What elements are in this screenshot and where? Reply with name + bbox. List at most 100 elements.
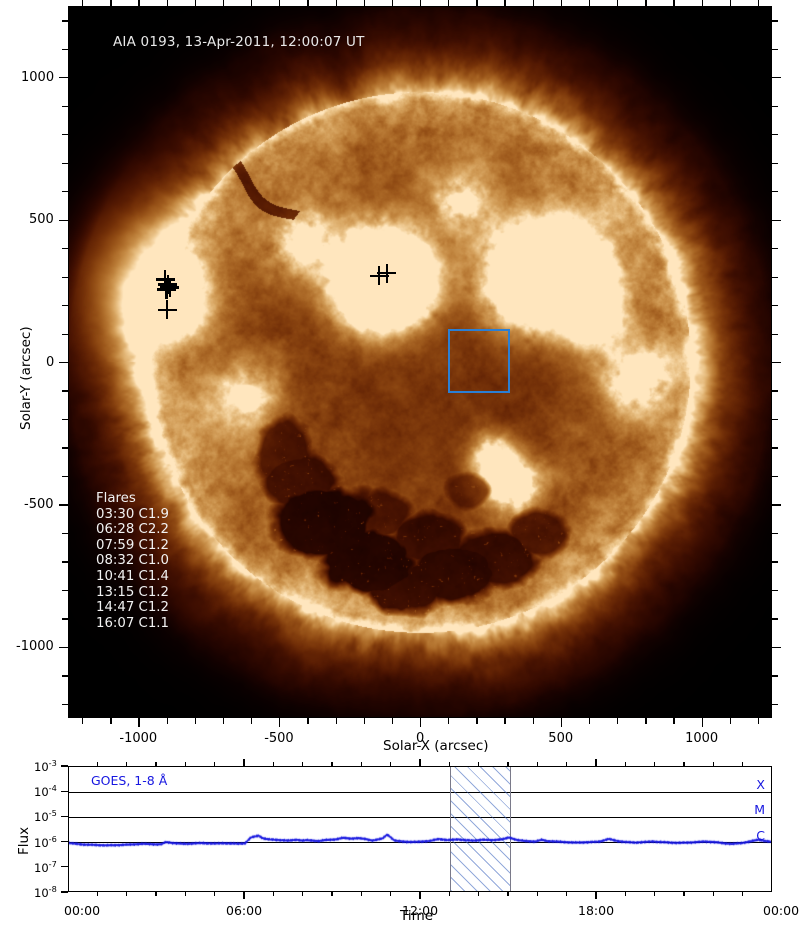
- time-minor-tick: [624, 762, 626, 766]
- x-tick: [82, 0, 84, 6]
- time-minor-tick: [155, 762, 157, 766]
- goes-legend-label: GOES, 1-8 Å: [91, 773, 168, 788]
- x-tick: [560, 718, 563, 727]
- x-tick: [420, 718, 422, 727]
- x-tick: [532, 718, 534, 724]
- flare-list-item: 03:30 C1.9: [96, 506, 169, 522]
- time-tick: [243, 759, 245, 766]
- x-tick: [222, 718, 225, 724]
- y-tick: [62, 248, 68, 250]
- time-minor-tick: [126, 892, 128, 896]
- solar-y-axis-label: Solar-Y (arcsec): [18, 326, 34, 430]
- x-tick: [617, 0, 619, 6]
- flux-tick-label: 10-8: [34, 884, 57, 900]
- flare-list-item: 10:41 C1.4: [96, 568, 169, 584]
- y-tick: [62, 305, 68, 307]
- y-tick: [62, 333, 68, 335]
- aia-image-panel: AIA 0193, 13-Apr-2011, 12:00:07 UT Flare…: [68, 6, 772, 718]
- x-tick-label: 1000: [685, 731, 719, 746]
- x-tick: [729, 0, 732, 6]
- flux-tick: [61, 815, 68, 818]
- x-tick: [757, 0, 760, 6]
- time-axis-label: Time: [400, 908, 434, 924]
- time-minor-tick: [390, 762, 392, 766]
- time-minor-tick: [536, 762, 538, 766]
- y-tick-label: -500: [24, 496, 54, 512]
- y-tick: [62, 447, 68, 449]
- time-minor-tick: [214, 892, 216, 896]
- time-minor-tick: [184, 762, 186, 766]
- m-class-label: M: [754, 802, 765, 818]
- x-tick: [194, 0, 197, 6]
- y-tick: [62, 675, 68, 677]
- x-tick-label: 0: [416, 731, 425, 746]
- solar-x-axis-label: Solar-X (arcsec): [383, 738, 489, 754]
- x-tick: [82, 718, 84, 724]
- x-tick: [420, 0, 422, 6]
- goes-flux-curve: [69, 767, 771, 891]
- x-tick: [532, 0, 534, 6]
- x-tick: [673, 718, 675, 724]
- time-minor-tick: [360, 892, 362, 896]
- y-tick: [62, 20, 68, 22]
- y-tick: [772, 362, 781, 364]
- solar-disk-image: [68, 6, 772, 718]
- field-of-view-box: [448, 329, 511, 394]
- x-tick: [335, 718, 337, 724]
- time-minor-tick: [654, 762, 656, 766]
- y-tick: [59, 219, 68, 221]
- y-tick: [772, 333, 778, 335]
- flux-tick-label: 10-4: [34, 783, 57, 800]
- flux-axis-label: Flux: [16, 826, 32, 855]
- y-tick: [772, 134, 778, 136]
- x-tick: [701, 718, 703, 727]
- time-minor-tick: [184, 892, 186, 896]
- x-tick: [448, 0, 450, 6]
- flux-tick: [61, 790, 68, 792]
- y-tick: [772, 589, 778, 592]
- y-tick: [772, 703, 778, 706]
- flux-tick: [61, 866, 68, 868]
- y-tick: [772, 248, 778, 250]
- y-tick: [59, 362, 68, 364]
- time-minor-tick: [566, 762, 568, 766]
- axis-frame-bottom: [68, 716, 772, 718]
- x-tick: [222, 0, 225, 6]
- time-minor-tick: [507, 762, 509, 766]
- time-minor-tick: [507, 892, 509, 896]
- flare-list-heading: Flares: [96, 491, 136, 506]
- y-tick: [62, 191, 68, 193]
- flux-tick-label: 10-3: [34, 758, 57, 774]
- flare-list: Flares 03:30 C1.9 06:28 C2.2 07:59 C1.2 …: [96, 491, 169, 631]
- time-minor-tick: [478, 762, 480, 766]
- y-tick-label: 0: [46, 354, 55, 370]
- y-tick-label: 500: [29, 212, 54, 228]
- time-minor-tick: [536, 892, 538, 896]
- x-tick: [138, 0, 140, 6]
- x-tick: [166, 0, 168, 6]
- time-minor-tick: [712, 762, 714, 766]
- time-tick: [595, 759, 597, 766]
- y-tick: [62, 418, 68, 421]
- y-tick: [62, 618, 68, 620]
- time-tick-label: 18:00: [578, 903, 615, 918]
- time-minor-tick: [272, 762, 274, 766]
- x-tick: [504, 718, 506, 724]
- y-tick: [772, 561, 778, 563]
- y-tick: [59, 646, 68, 649]
- y-tick-label: 1000: [21, 69, 55, 85]
- axis-frame-left: [68, 6, 70, 718]
- y-tick: [62, 105, 68, 107]
- time-minor-tick: [360, 762, 362, 766]
- y-tick: [772, 219, 781, 221]
- y-tick: [772, 191, 778, 193]
- x-tick: [251, 718, 253, 724]
- x-tick: [279, 718, 281, 727]
- x-tick-label: -1000: [119, 731, 158, 746]
- time-minor-tick: [155, 892, 157, 896]
- flare-list-item: 16:07 C1.1: [96, 615, 169, 631]
- x-tick: [138, 718, 140, 727]
- time-minor-tick: [624, 892, 626, 896]
- time-minor-tick: [302, 892, 304, 896]
- time-minor-tick: [96, 762, 98, 766]
